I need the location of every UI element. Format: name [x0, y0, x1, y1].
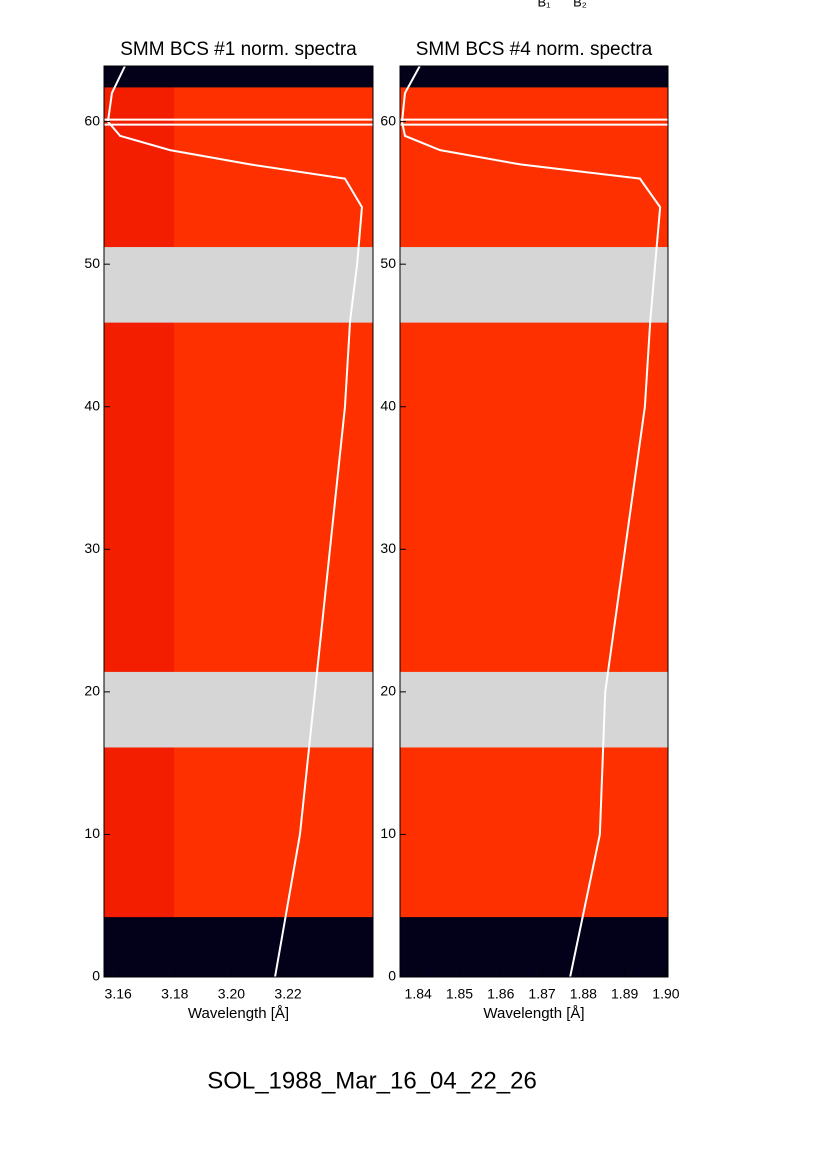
- spectra-column: [104, 66, 174, 977]
- no-data-band: [104, 917, 373, 977]
- y-tick-label: 10: [380, 825, 396, 841]
- gap-band: [400, 671, 668, 748]
- chart-title: SMM BCS #1 norm. spectra: [120, 39, 357, 60]
- top-label: B₁: [537, 0, 551, 9]
- x-tick-label: 1.85: [446, 986, 473, 1002]
- x-tick-label: 1.87: [528, 986, 555, 1002]
- y-tick-label: 20: [84, 683, 100, 699]
- gap-band: [400, 247, 668, 323]
- gap-band: [104, 671, 373, 748]
- no-data-band: [104, 66, 373, 88]
- chart-title: SMM BCS #4 norm. spectra: [416, 39, 653, 60]
- x-tick-label: 1.86: [487, 986, 514, 1002]
- x-tick-label: 1.89: [611, 986, 638, 1002]
- x-tick-label: 1.84: [405, 986, 432, 1002]
- x-tick-label: 1.88: [570, 986, 597, 1002]
- y-tick-label: 0: [388, 968, 396, 984]
- y-tick-label: 20: [380, 683, 396, 699]
- profile-line: [106, 65, 363, 978]
- frame: [103, 65, 374, 978]
- y-tick-label: 60: [380, 112, 396, 128]
- footer: SOL_1988_Mar_16_04_22_26: [207, 1067, 537, 1094]
- no-data-band: [400, 917, 668, 977]
- x-axis-label: Wavelength [Å]: [188, 1005, 289, 1022]
- y-tick-label: 30: [84, 540, 100, 556]
- y-tick-label: 0: [92, 968, 100, 984]
- y-tick-label: 40: [380, 397, 396, 413]
- profile-line: [401, 65, 662, 978]
- x-tick-label: 3.22: [274, 986, 301, 1002]
- y-tick-label: 30: [380, 540, 396, 556]
- y-tick-label: 10: [84, 825, 100, 841]
- y-tick-label: 40: [84, 397, 100, 413]
- y-tick-label: 50: [380, 255, 396, 271]
- x-tick-label: 3.18: [161, 986, 188, 1002]
- spectra-background: [400, 66, 668, 977]
- x-tick-label: 1.90: [652, 986, 679, 1002]
- no-data-band: [400, 66, 668, 88]
- x-tick-label: 3.16: [105, 986, 132, 1002]
- x-tick-label: 3.20: [218, 986, 245, 1002]
- gap-band: [104, 247, 373, 323]
- top-label: B₂: [573, 0, 587, 9]
- x-axis-label: Wavelength [Å]: [483, 1005, 584, 1022]
- y-tick-label: 60: [84, 112, 100, 128]
- frame: [399, 65, 669, 978]
- y-tick-label: 50: [84, 255, 100, 271]
